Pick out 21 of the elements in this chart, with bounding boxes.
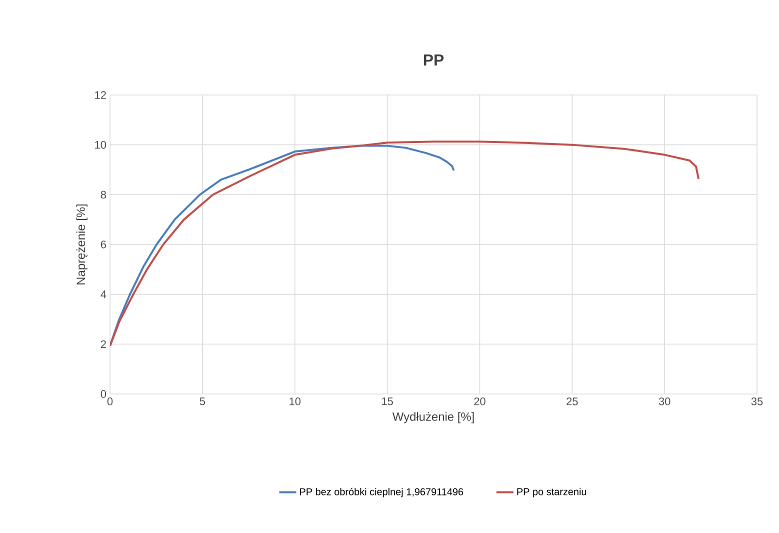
x-tick-label: 25 — [566, 398, 578, 406]
y-tick-label: 12 — [95, 91, 106, 99]
y-tick-label: 0 — [100, 390, 106, 398]
legend-label: PP bez obróbki cieplnej 1,967911496 — [300, 488, 464, 498]
x-tick-label: 20 — [474, 398, 486, 406]
y-tick-label: 8 — [100, 190, 106, 199]
y-tick-label: 6 — [100, 240, 106, 248]
x-tick-label: 15 — [382, 398, 393, 406]
y-tick-label: 2 — [100, 340, 106, 348]
x-tick-label: 35 — [751, 398, 763, 406]
y-tick-label: 10 — [95, 140, 106, 149]
legend-label: PP po starzeniu — [517, 488, 586, 498]
x-tick-label: 10 — [290, 398, 301, 406]
x-axis-title: Wydłużenie [%] — [392, 412, 474, 424]
line-series — [110, 140, 700, 347]
x-tick-label: 0 — [107, 398, 113, 406]
x-tick-label: 5 — [200, 398, 206, 406]
chart-title: PP — [424, 54, 444, 66]
y-tick-label: 4 — [100, 290, 106, 298]
y-axis-title: Naprężenie [%] — [76, 204, 88, 284]
x-tick-label: 30 — [658, 398, 670, 406]
